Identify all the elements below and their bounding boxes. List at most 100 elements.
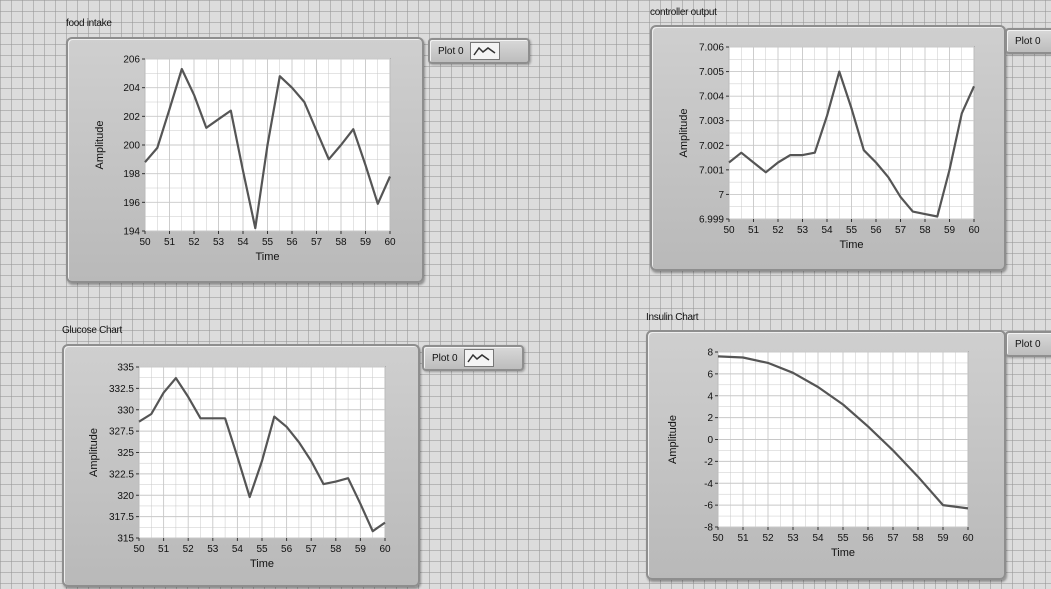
x-tick-label: 56: [286, 237, 298, 248]
legend-label: Plot 0: [438, 45, 464, 57]
y-tick-label: 335: [117, 363, 134, 374]
y-axis-label: Amplitude: [678, 109, 690, 158]
line-plot-icon: [469, 42, 500, 60]
y-tick-label: 320: [117, 491, 134, 502]
food-intake-legend[interactable]: Plot 0: [428, 38, 530, 64]
x-tick-label: 54: [821, 225, 833, 236]
y-tick-label: 2: [707, 413, 713, 424]
x-tick-label: 51: [737, 533, 749, 544]
y-tick-label: 330: [117, 405, 134, 416]
y-tick-label: 194: [123, 227, 140, 238]
x-tick-label: 58: [919, 225, 931, 236]
food-intake-chart: 50 51 52 53 54 55 56 57 58 59 60 194 196 198 200 202 204…: [94, 55, 396, 264]
x-tick-label: 54: [237, 237, 249, 248]
y-tick-label: 4: [707, 391, 713, 402]
y-tick-label: 315: [117, 534, 134, 545]
insulin-chart: 50 51 52 53 54 55 56 57 58 59 60 -8 -6 -4 -2 0 2 4 6 8 Time A…: [667, 348, 974, 560]
y-axis-label: Amplitude: [94, 121, 106, 170]
controller-output-legend[interactable]: Plot 0: [1005, 28, 1051, 54]
y-tick-label: 7: [718, 190, 724, 201]
glucose-chart: 50 51 52 53 54 55 56 57 58 59 60 315 317.5 320 322.5 32…: [88, 363, 391, 571]
x-tick-label: 60: [384, 237, 396, 248]
x-axis-label: Time: [839, 239, 863, 251]
series-line: [138, 376, 386, 533]
x-tick-label: 52: [183, 544, 195, 555]
x-tick-label: 56: [862, 533, 874, 544]
x-tick-label: 59: [360, 237, 372, 248]
y-axis-label: Amplitude: [667, 415, 679, 464]
y-tick-label: 202: [123, 112, 140, 123]
food-intake-chart-panel: 50 51 52 53 54 55 56 57 58 59 60 194 196 198 200 202 204…: [66, 37, 424, 283]
y-axis-label: Amplitude: [88, 428, 100, 477]
y-tick-label: 322.5: [109, 469, 134, 480]
x-axis-label: Time: [250, 558, 274, 570]
y-tick-label: 7.006: [699, 43, 724, 54]
x-tick-label: 55: [837, 533, 849, 544]
x-tick-label: 53: [213, 237, 225, 248]
x-tick-label: 50: [133, 544, 145, 555]
y-tick-label: 200: [123, 141, 140, 152]
x-tick-label: 57: [895, 225, 907, 236]
y-tick-label: 6: [707, 369, 713, 380]
x-tick-label: 54: [232, 544, 244, 555]
y-tick-label: 325: [117, 448, 134, 459]
food-intake-chart-title: food intake: [66, 18, 112, 29]
y-tick-label: 8: [707, 348, 713, 359]
x-tick-label: 50: [139, 237, 151, 248]
x-axis-label: Time: [255, 251, 279, 263]
y-tick-label: 204: [123, 83, 140, 94]
x-tick-label: 51: [158, 544, 170, 555]
y-tick-label: 317.5: [109, 512, 134, 523]
legend-label: Plot 0: [432, 352, 458, 364]
y-tick-label: 327.5: [109, 427, 134, 438]
x-tick-label: 56: [870, 225, 882, 236]
series-line: [717, 355, 969, 510]
line-plot-icon: [463, 349, 494, 367]
x-tick-label: 60: [962, 533, 974, 544]
y-tick-label: 206: [123, 55, 140, 66]
x-tick-label: 55: [256, 544, 268, 555]
x-tick-label: 50: [723, 225, 735, 236]
x-tick-label: 57: [311, 237, 323, 248]
x-tick-label: 51: [748, 225, 760, 236]
glucose-legend[interactable]: Plot 0: [422, 345, 524, 371]
y-tick-label: 6.999: [699, 215, 724, 226]
x-tick-label: 60: [968, 225, 980, 236]
y-tick-label: -6: [704, 501, 713, 512]
y-tick-label: -8: [704, 523, 713, 534]
x-tick-label: 56: [281, 544, 293, 555]
x-tick-label: 55: [262, 237, 274, 248]
series-line: [144, 67, 392, 230]
x-tick-label: 53: [787, 533, 799, 544]
x-tick-label: 51: [164, 237, 176, 248]
x-tick-label: 55: [846, 225, 858, 236]
y-tick-label: -2: [704, 457, 713, 468]
x-tick-label: 60: [379, 544, 391, 555]
y-tick-label: 7.003: [699, 116, 724, 127]
x-tick-label: 54: [812, 533, 824, 544]
x-tick-label: 52: [772, 225, 784, 236]
y-tick-label: 332.5: [109, 384, 134, 395]
y-tick-label: 7.005: [699, 67, 724, 78]
x-tick-label: 58: [335, 237, 347, 248]
controller-output-chart: 50 51 52 53 54 55 56 57 58 59 60 6.999 7 7.001 7.002 7.…: [678, 43, 980, 252]
insulin-chart-panel: 50 51 52 53 54 55 56 57 58 59 60 -8 -6 -4 -2 0 2 4 6 8 Time A…: [646, 330, 1006, 580]
x-tick-label: 59: [944, 225, 956, 236]
y-tick-label: -4: [704, 479, 713, 490]
insulin-chart-title: Insulin Chart: [646, 312, 699, 323]
glucose-chart-panel: 50 51 52 53 54 55 56 57 58 59 60 315 317.5 320 322.5 32…: [62, 344, 420, 587]
y-tick-label: 7.004: [699, 92, 724, 103]
x-tick-label: 50: [712, 533, 724, 544]
x-tick-label: 59: [937, 533, 949, 544]
x-tick-label: 53: [797, 225, 809, 236]
y-tick-label: 198: [123, 169, 140, 180]
x-axis-label: Time: [831, 547, 855, 559]
legend-label: Plot 0: [1015, 35, 1041, 47]
insulin-legend[interactable]: Plot 0: [1005, 331, 1051, 357]
legend-label: Plot 0: [1015, 338, 1041, 350]
x-tick-label: 58: [912, 533, 924, 544]
x-tick-label: 57: [306, 544, 318, 555]
x-tick-label: 57: [887, 533, 899, 544]
y-tick-label: 196: [123, 198, 140, 209]
glucose-chart-title: Glucose Chart: [62, 325, 123, 336]
